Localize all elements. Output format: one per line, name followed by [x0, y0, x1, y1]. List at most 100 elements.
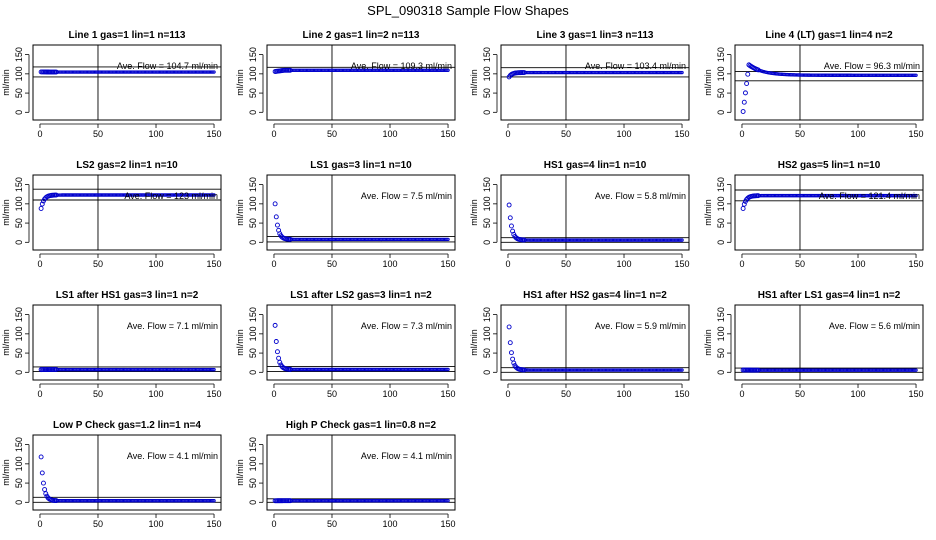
data-point: [39, 201, 45, 207]
y-tick-label: 50: [14, 348, 24, 358]
x-tick-label: 100: [148, 259, 163, 269]
average-flow-annotation: Ave. Flow = 5.6 ml/min: [829, 321, 920, 331]
data-point: [212, 367, 216, 372]
panel-4: Line 4 (LT) gas=1 lin=4 n=2 0 50 100 150 0 50 1…: [703, 30, 924, 139]
y-tick-label: 50: [14, 218, 24, 228]
panel-3: Line 3 gas=1 lin=3 n=113 0 50 100 150 0 50 100 1…: [469, 30, 690, 139]
data-point: [508, 350, 514, 356]
y-tick-label: 150: [248, 47, 258, 62]
x-tick-label: 0: [37, 389, 42, 399]
panel-7: HS1 gas=4 lin=1 n=100 50 100 150050100150ml…: [469, 160, 690, 269]
data-points: [740, 367, 918, 373]
average-flow-annotation: Ave. Flow = 103.4 ml/min: [585, 61, 686, 71]
y-tick-label: 0: [716, 370, 726, 375]
data-point: [274, 222, 280, 228]
y-tick-label: 0: [14, 240, 24, 245]
y-tick-label: 50: [482, 348, 492, 358]
panel-title: HS2 gas=5 lin=1 n=10: [778, 160, 881, 171]
data-point: [38, 206, 44, 211]
x-tick-label: 0: [739, 259, 744, 269]
panel-2: Line 2 gas=1 lin=2 n=113 0 50 100 150 0 50 100 1…: [235, 30, 456, 139]
y-tick-label: 0: [482, 240, 492, 245]
x-tick-label: 50: [327, 389, 337, 399]
data-point: [740, 109, 746, 114]
x-tick-label: 150: [441, 519, 456, 529]
panel-title: Line 2 gas=1 lin=2 n=113: [302, 30, 419, 41]
panel-10: LS1 after LS2 gas=3 lin=1 n=2 0 50 100 150 0 5…: [235, 290, 456, 399]
x-tick-label: 50: [795, 259, 805, 269]
y-tick-label: 100: [716, 66, 726, 81]
y-axis-label: ml/min: [1, 69, 11, 96]
panel-12: HS1 after LS1 gas=4 lin=1 n=2 0 50 100 150 0 5…: [703, 290, 924, 399]
data-point: [211, 70, 215, 74]
average-flow-annotation: Ave. Flow = 5.8 ml/min: [595, 191, 686, 201]
data-point: [741, 201, 747, 207]
y-tick-label: 0: [248, 500, 258, 505]
panel-8: HS2 gas=5 lin=1 n=100 50 100 150050100150ml…: [703, 160, 924, 269]
data-point: [277, 359, 283, 365]
y-tick-label: 50: [716, 218, 726, 228]
y-axis-label: ml/min: [235, 459, 245, 486]
x-tick-label: 150: [675, 129, 690, 139]
y-tick-label: 0: [248, 370, 258, 375]
panel-title: Line 3 gas=1 lin=3 n=113: [536, 30, 653, 41]
data-point: [272, 322, 278, 328]
data-points: [506, 70, 684, 80]
y-tick-label: 150: [14, 437, 24, 452]
data-points: [740, 193, 918, 211]
y-tick-label: 150: [716, 307, 726, 322]
x-tick-label: 0: [505, 129, 510, 139]
plot-frame: [32, 434, 222, 511]
y-tick-label: 50: [248, 218, 258, 228]
y-tick-label: 0: [248, 110, 258, 115]
data-point: [446, 68, 450, 72]
x-tick-label: 100: [850, 129, 865, 139]
x-tick-label: 150: [207, 129, 222, 139]
plot-frame: [734, 304, 924, 381]
y-axis-label: ml/min: [469, 329, 479, 356]
data-points: [272, 201, 450, 242]
y-tick-label: 0: [482, 370, 492, 375]
data-points: [506, 202, 684, 243]
x-tick-label: 50: [93, 519, 103, 529]
y-axis-label: ml/min: [235, 329, 245, 356]
data-points: [38, 192, 216, 211]
data-point: [913, 368, 917, 372]
data-point: [272, 201, 278, 207]
x-tick-label: 50: [561, 129, 571, 139]
panel-6: LS1 gas=3 lin=1 n=100 50 100 150050100150ml…: [235, 160, 456, 269]
x-tick-label: 0: [271, 259, 276, 269]
data-point: [39, 470, 45, 476]
x-tick-label: 100: [382, 129, 397, 139]
data-point: [507, 215, 513, 221]
panel-11: HS1 after HS2 gas=4 lin=1 n=2 0 50 100 150 0 5…: [469, 290, 690, 399]
data-points: [272, 322, 450, 372]
data-point: [506, 324, 512, 330]
data-point: [741, 99, 747, 105]
y-tick-label: 100: [14, 66, 24, 81]
data-point: [445, 367, 449, 372]
data-point: [273, 339, 279, 344]
x-tick-label: 150: [207, 259, 222, 269]
data-point: [445, 68, 449, 72]
data-point: [212, 70, 216, 74]
y-tick-label: 100: [482, 66, 492, 81]
x-tick-label: 150: [441, 389, 456, 399]
x-tick-label: 150: [675, 389, 690, 399]
y-tick-label: 50: [482, 218, 492, 228]
data-point: [914, 368, 918, 372]
y-tick-label: 100: [14, 326, 24, 341]
data-point: [679, 368, 683, 372]
data-point: [508, 223, 514, 229]
average-flow-annotation: Ave. Flow = 7.1 ml/min: [127, 321, 218, 331]
panel-title: Low P Check gas=1.2 lin=1 n=4: [53, 420, 201, 431]
panel-title: LS2 gas=2 lin=1 n=10: [76, 160, 178, 171]
y-tick-label: 50: [248, 348, 258, 358]
x-tick-label: 50: [93, 389, 103, 399]
data-points: [506, 324, 684, 373]
panel-title: High P Check gas=1 lin=0.8 n=2: [286, 420, 437, 431]
y-tick-label: 100: [248, 66, 258, 81]
data-points: [38, 69, 216, 75]
